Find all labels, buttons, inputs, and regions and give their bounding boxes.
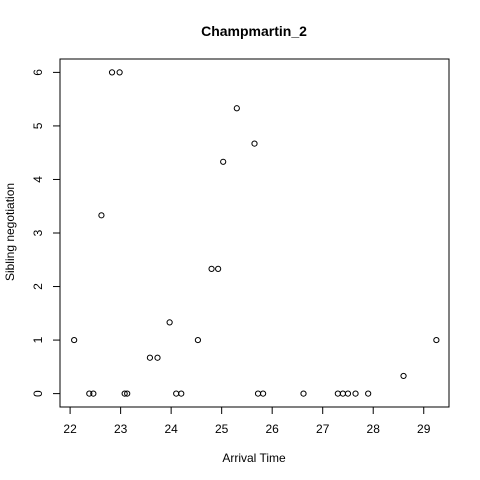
data-point bbox=[220, 158, 227, 165]
x-tick-label: 29 bbox=[417, 422, 431, 436]
plot-frame bbox=[59, 58, 450, 408]
x-axis: 22 23 24 25 26 27 28 29 bbox=[63, 406, 431, 436]
data-point bbox=[251, 140, 258, 147]
data-point bbox=[146, 354, 154, 361]
data-point bbox=[178, 390, 185, 397]
data-point bbox=[108, 69, 116, 76]
data-point bbox=[86, 390, 93, 397]
data-point bbox=[166, 319, 173, 326]
data-point bbox=[254, 390, 262, 397]
y-tick-label: 2 bbox=[31, 283, 45, 290]
data-point bbox=[334, 390, 341, 397]
data-point bbox=[400, 372, 407, 380]
data-point bbox=[173, 390, 180, 397]
y-axis-label: Sibling negotiation bbox=[3, 183, 17, 281]
x-tick-label: 27 bbox=[316, 422, 330, 436]
data-point bbox=[124, 390, 131, 397]
data-point bbox=[98, 212, 105, 219]
data-point bbox=[300, 390, 307, 397]
data-point bbox=[71, 336, 78, 344]
data-point bbox=[433, 336, 440, 344]
chart-title: Champmartin_2 bbox=[201, 23, 307, 39]
x-tick-label: 28 bbox=[367, 422, 381, 436]
data-points bbox=[71, 69, 440, 397]
x-tick-label: 22 bbox=[63, 422, 77, 436]
data-point bbox=[339, 390, 347, 397]
data-point bbox=[259, 390, 267, 397]
y-tick-label: 0 bbox=[31, 390, 45, 397]
data-point bbox=[215, 265, 222, 272]
y-tick-label: 6 bbox=[31, 69, 45, 76]
data-point bbox=[208, 265, 215, 272]
data-point bbox=[116, 69, 123, 76]
y-tick-label: 1 bbox=[31, 336, 45, 343]
data-point bbox=[344, 390, 352, 397]
y-axis: 0 1 2 3 4 5 6 bbox=[31, 69, 61, 397]
data-point bbox=[365, 390, 372, 397]
x-tick-label: 23 bbox=[114, 422, 128, 436]
y-tick-label: 4 bbox=[31, 176, 45, 183]
y-tick-label: 5 bbox=[31, 122, 45, 129]
data-point bbox=[90, 390, 97, 397]
x-axis-label: Arrival Time bbox=[222, 451, 286, 465]
data-point bbox=[154, 354, 161, 361]
y-tick-label: 3 bbox=[31, 229, 45, 236]
data-point bbox=[233, 105, 240, 112]
data-point bbox=[194, 336, 202, 344]
data-point bbox=[352, 390, 359, 397]
x-tick-label: 24 bbox=[164, 422, 178, 436]
x-tick-label: 25 bbox=[215, 422, 229, 436]
data-point bbox=[121, 390, 128, 397]
x-tick-label: 26 bbox=[266, 422, 280, 436]
